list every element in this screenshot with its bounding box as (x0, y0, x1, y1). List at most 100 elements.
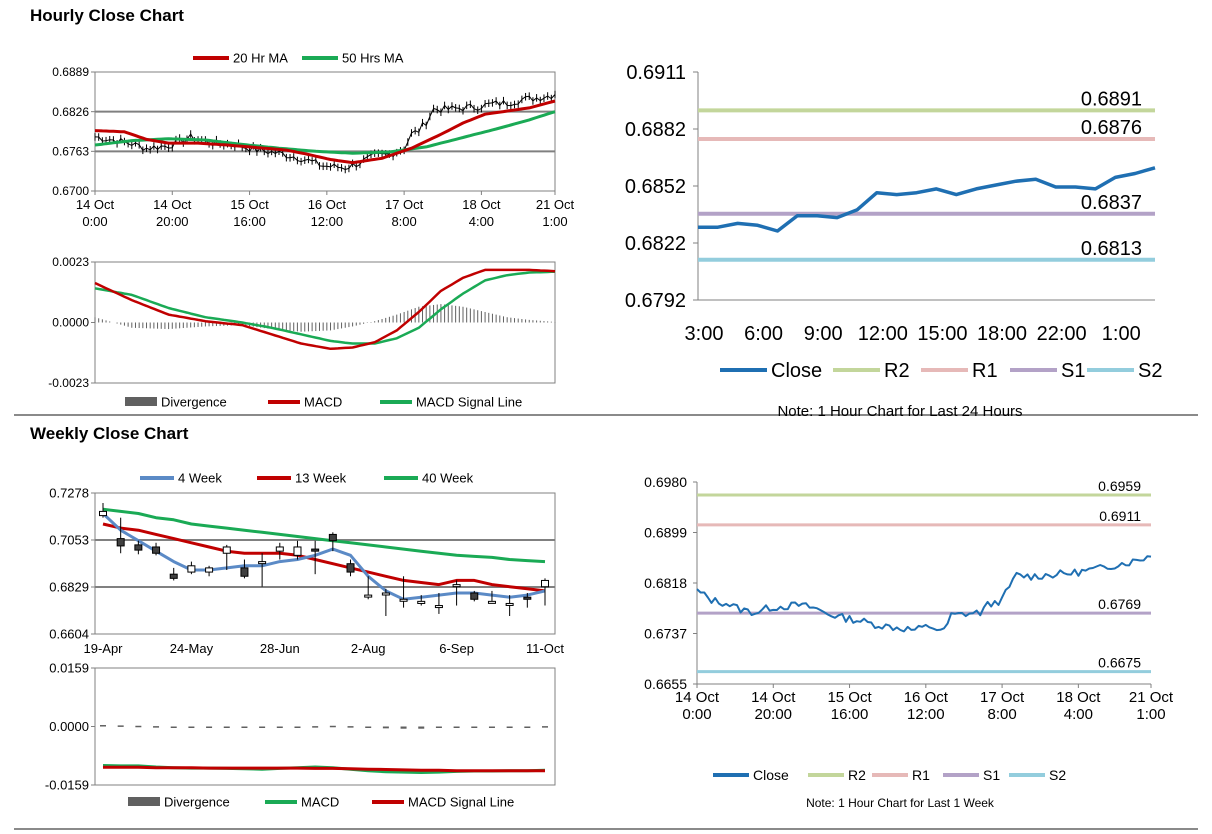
weekly-divergence-bar (153, 726, 160, 728)
hourly-price-x-tick-label: 14 Oct (76, 197, 115, 212)
weekly-divergence-bar (100, 725, 106, 727)
legend-1w-s1-label: S1 (983, 767, 1000, 783)
weekly-1w-x-tick-label: 15 Oct (827, 689, 872, 706)
weekly-price-plot-frame (94, 492, 556, 635)
weekly-candle-body (541, 579, 549, 588)
hourly-24h-x-tick-label: 15:00 (917, 323, 967, 345)
weekly-divergence-bar (524, 726, 531, 728)
weekly-divergence-bar (117, 725, 124, 727)
hourly-price-x-tick-label: 8:00 (391, 214, 416, 229)
weekly-1w-x-tick-label: 14 Oct (675, 689, 720, 706)
weekly-1w-x-tick-label: 0:00 (682, 706, 711, 723)
weekly-macd-y-tick-label: 0.0000 (49, 719, 89, 734)
weekly-candle-body (452, 584, 461, 588)
hourly-24h-y-tick-label: 0.6822 (625, 233, 686, 255)
legend-1w-close-label: Close (753, 767, 789, 783)
weekly-candle-body (364, 594, 373, 598)
weekly-1w-y-tick-label: 0.6737 (644, 626, 687, 642)
weekly-macd-y-tick-label: 0.0159 (49, 661, 89, 676)
weekly-divergence-bar (542, 726, 548, 728)
hourly-section-title: Hourly Close Chart (30, 6, 184, 25)
weekly-price-x-tick-label: 6-Sep (439, 641, 474, 656)
legend-weekly-signal-label: MACD Signal Line (408, 795, 514, 810)
weekly-level-label-r2: 0.6959 (1098, 478, 1141, 494)
weekly-divergence-bar (276, 726, 283, 728)
weekly-divergence-bar (188, 726, 195, 728)
weekly-macd-chart: 0.0159 0.0000 -0.0159 Divergence MACD MACD Si… (45, 661, 556, 810)
weekly-divergence-bar (435, 726, 442, 728)
legend-1w-r2-label: R2 (848, 767, 866, 783)
weekly-candle-body (417, 600, 426, 604)
legend-ma50-label: 50 Hrs MA (342, 51, 404, 66)
level-label-s2: 0.6813 (1081, 238, 1142, 260)
weekly-1w-close-series (696, 555, 1152, 633)
weekly-1w-x-tick-label: 1:00 (1136, 706, 1165, 723)
level-label-r1: 0.6876 (1081, 117, 1142, 139)
weekly-divergence-bar (312, 726, 319, 728)
weekly-candle-body (116, 538, 125, 547)
weekly-candle-body (293, 546, 302, 556)
hourly-price-y-tick-label: 0.6889 (52, 65, 89, 79)
weekly-divergence-bar (223, 726, 230, 728)
hourly-24h-close-series (698, 166, 1156, 233)
legend-macd-label: MACD (304, 395, 342, 410)
ma20-series (94, 99, 556, 165)
weekly-candle-body (470, 592, 479, 600)
legend-24h-close-label: Close (771, 360, 822, 382)
weekly-1w-x-tick-label: 17 Oct (980, 689, 1025, 706)
ma50-series (94, 110, 556, 155)
legend-divergence-swatch (125, 397, 157, 406)
legend-divergence-label: Divergence (161, 395, 227, 410)
weekly-candle-body (205, 567, 214, 573)
weekly-macd-y-tick-label: -0.0159 (45, 778, 89, 793)
hourly-24h-x-tick-label: 12:00 (858, 323, 908, 345)
weekly-candle-body (258, 561, 267, 565)
hourly-macd-series (94, 268, 556, 351)
weekly-1w-y-tick-label: 0.6655 (644, 676, 687, 692)
hourly-macd-y-tick-label: -0.0023 (48, 376, 89, 390)
hourly-macd-y-tick-label: 0.0000 (52, 316, 89, 330)
weekly-candle-body (399, 598, 408, 602)
bottom-divider (14, 828, 1198, 830)
weekly-divergence-bar (365, 726, 372, 728)
hourly-macd-chart: 0.0023 0.0000 -0.0023 Divergence MACD MACD Si… (48, 255, 556, 410)
weekly-section-title: Weekly Close Chart (30, 424, 189, 443)
legend-24h-s2-label: S2 (1138, 360, 1162, 382)
hourly-price-x-tick-label: 15 Oct (230, 197, 269, 212)
weekly-price-y-tick-label: 0.6829 (49, 580, 89, 595)
weekly-candle-body (311, 548, 320, 552)
weekly-candle-body (434, 605, 443, 609)
weekly-divergence-bar (382, 726, 389, 729)
hourly-signal-series (94, 270, 556, 345)
hourly-price-x-tick-label: 20:00 (156, 214, 189, 229)
weekly-divergence-bar (347, 726, 354, 728)
weekly-candle-body (222, 546, 231, 554)
weekly-price-y-tick-label: 0.6604 (49, 627, 89, 642)
weekly-candle-body (169, 573, 178, 579)
legend-40week-label: 40 Week (422, 471, 474, 486)
weekly-candle-body (523, 596, 532, 600)
legend-24h-r1-label: R1 (972, 360, 998, 382)
weekly-candle-body (99, 510, 107, 517)
legend-ma20-label: 20 Hr MA (233, 51, 288, 66)
legend-signal-label: MACD Signal Line (416, 395, 522, 410)
weekly-candle-body (346, 563, 355, 573)
weekly-price-y-tick-label: 0.7053 (49, 533, 89, 548)
weekly-divergence-bar (488, 726, 495, 728)
hourly-price-x-tick-label: 16 Oct (308, 197, 347, 212)
hourly-price-x-tick-label: 21 Oct (536, 197, 575, 212)
weekly-divergence-bar (471, 726, 478, 728)
legend-4week-label: 4 Week (178, 471, 222, 486)
weekly-price-x-tick-label: 24-May (170, 641, 214, 656)
legend-weekly-divergence-swatch (128, 797, 160, 806)
hourly-24h-x-tick-label: 6:00 (744, 323, 783, 345)
weekly-1w-x-tick-label: 21 Oct (1129, 689, 1174, 706)
hourly-24h-x-tick-label: 3:00 (685, 323, 724, 345)
weekly-divergence-bar (506, 726, 513, 728)
hourly-macd-y-tick-label: 0.0023 (52, 255, 89, 269)
legend-13week-label: 13 Week (295, 471, 347, 486)
hourly-price-y-tick-label: 0.6826 (52, 105, 89, 119)
weekly-level-label-s2: 0.6675 (1098, 655, 1141, 671)
